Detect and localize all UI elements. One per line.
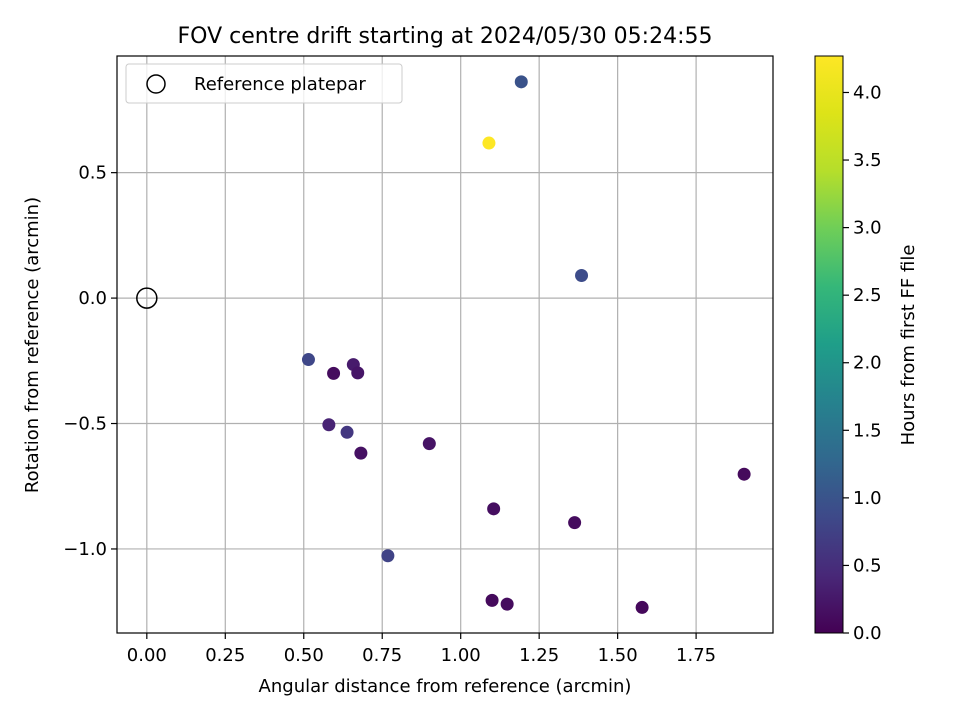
data-point bbox=[737, 467, 751, 481]
data-point bbox=[422, 437, 436, 451]
legend-label-reference: Reference platepar bbox=[194, 74, 366, 95]
data-point bbox=[340, 425, 354, 439]
colorbar-tick-label: 4.0 bbox=[853, 82, 882, 103]
chart-title: FOV centre drift starting at 2024/05/30 … bbox=[178, 24, 713, 49]
colorbar-tick-label: 3.0 bbox=[853, 218, 882, 239]
colorbar-tick-label: 0.0 bbox=[853, 623, 882, 644]
colorbar-tick-label: 2.0 bbox=[853, 353, 882, 374]
y-tick-label: −1.0 bbox=[63, 539, 107, 560]
data-points bbox=[301, 75, 751, 614]
data-point bbox=[354, 446, 368, 460]
legend-marker-reference bbox=[146, 74, 166, 94]
x-axis-label: Angular distance from reference (arcmin) bbox=[259, 676, 632, 697]
x-tick-label: 1.50 bbox=[598, 645, 638, 666]
legend: Reference platepar bbox=[125, 63, 403, 104]
reference-point bbox=[136, 287, 158, 309]
x-axis: 0.00 0.25 0.50 0.75 1.00 1.25 1.50 1.75 bbox=[127, 633, 716, 666]
legend-box bbox=[125, 63, 403, 104]
x-tick-label: 0.50 bbox=[284, 645, 324, 666]
x-tick-label: 1.75 bbox=[676, 645, 716, 666]
x-tick-label: 1.00 bbox=[441, 645, 481, 666]
y-tick-label: −0.5 bbox=[63, 414, 107, 435]
colorbar-tick-label: 1.5 bbox=[853, 420, 882, 441]
colorbar-label: Hours from first FF file bbox=[898, 245, 919, 446]
y-tick-label: 0.0 bbox=[78, 288, 107, 309]
data-point bbox=[500, 597, 514, 611]
colorbar-tick-label: 0.5 bbox=[853, 555, 882, 576]
x-tick-label: 0.00 bbox=[127, 645, 167, 666]
y-axis: −1.0 −0.5 0.0 0.5 bbox=[63, 163, 117, 560]
colorbar-tick-label: 2.5 bbox=[853, 285, 882, 306]
x-tick-label: 1.25 bbox=[519, 645, 559, 666]
x-tick-label: 0.75 bbox=[362, 645, 402, 666]
data-point bbox=[635, 600, 649, 614]
data-point bbox=[575, 269, 589, 283]
data-point bbox=[327, 366, 341, 380]
grid bbox=[117, 56, 773, 633]
y-axis-label: Rotation from reference (arcmin) bbox=[22, 197, 43, 493]
colorbar-tick-label: 3.5 bbox=[853, 150, 882, 171]
data-point bbox=[568, 516, 582, 530]
colorbar-gradient bbox=[814, 55, 844, 634]
colorbar-tick-label: 1.0 bbox=[853, 488, 882, 509]
data-point bbox=[301, 353, 315, 367]
data-point bbox=[351, 366, 365, 380]
data-point bbox=[485, 593, 499, 607]
x-tick-label: 0.25 bbox=[205, 645, 245, 666]
data-point bbox=[487, 502, 501, 516]
data-point bbox=[322, 418, 336, 432]
colorbar: 0.0 0.5 1.0 1.5 2.0 2.5 3.0 3.5 4.0 Hours from f… bbox=[814, 55, 919, 644]
data-point bbox=[514, 75, 528, 89]
reference-platepar-marker bbox=[136, 287, 158, 309]
colorbar-ticks: 0.0 0.5 1.0 1.5 2.0 2.5 3.0 3.5 4.0 bbox=[843, 82, 882, 644]
y-tick-label: 0.5 bbox=[78, 163, 107, 184]
plot-frame bbox=[116, 55, 774, 634]
data-point bbox=[482, 136, 496, 150]
data-point bbox=[381, 549, 395, 563]
